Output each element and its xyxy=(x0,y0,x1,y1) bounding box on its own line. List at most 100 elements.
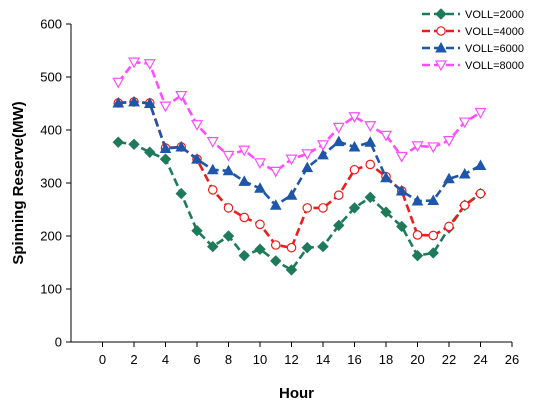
data-point xyxy=(159,153,172,165)
data-point xyxy=(317,148,329,160)
data-point xyxy=(458,117,471,129)
data-point xyxy=(143,59,156,70)
series-line xyxy=(118,100,482,207)
data-point xyxy=(458,167,471,179)
legend-item: VOLL=8000 xyxy=(422,60,524,72)
data-point xyxy=(223,203,234,213)
data-point xyxy=(128,95,140,107)
x-axis-ticks: 0 2 4 6 8 10 12 14 16 18 20 22 24 26 xyxy=(99,342,519,367)
x-tick-label: 4 xyxy=(162,352,169,367)
x-tick-label: 18 xyxy=(379,352,393,367)
data-point xyxy=(238,249,250,262)
data-point xyxy=(301,241,313,254)
data-point xyxy=(255,219,265,230)
data-point xyxy=(475,188,486,199)
data-point xyxy=(254,243,266,255)
data-point xyxy=(128,138,140,151)
legend-item: VOLL=4000 xyxy=(422,26,524,38)
data-point xyxy=(427,194,440,205)
data-point xyxy=(435,41,447,53)
data-point xyxy=(285,264,298,276)
data-point xyxy=(444,221,454,232)
x-tick-label: 26 xyxy=(505,352,519,367)
y-tick-label: 100 xyxy=(40,282,62,297)
x-tick-label: 2 xyxy=(130,352,137,367)
data-point xyxy=(207,185,218,195)
data-point xyxy=(333,219,345,232)
data-point xyxy=(317,240,329,253)
data-point xyxy=(411,194,424,206)
data-point xyxy=(364,121,377,132)
data-point xyxy=(206,163,219,175)
y-axis-ticks: 0 100 200 300 400 500 600 xyxy=(40,17,71,350)
legend-label: VOLL=2000 xyxy=(465,9,524,21)
x-tick-label: 22 xyxy=(442,352,456,367)
data-point xyxy=(380,206,392,218)
data-point xyxy=(159,101,172,113)
data-point xyxy=(222,150,235,162)
x-tick-label: 16 xyxy=(347,352,361,367)
series-2 xyxy=(113,97,486,253)
y-tick-label: 400 xyxy=(40,123,62,138)
data-point xyxy=(379,130,393,142)
data-point xyxy=(365,159,376,170)
legend-label: VOLL=6000 xyxy=(465,43,524,55)
data-point xyxy=(222,164,235,176)
y-tick-label: 500 xyxy=(40,70,62,85)
data-point xyxy=(144,146,156,158)
x-tick-label: 12 xyxy=(284,352,298,367)
y-tick-label: 300 xyxy=(40,176,62,191)
data-point xyxy=(269,166,282,178)
x-tick-label: 8 xyxy=(225,352,232,367)
x-tick-label: 14 xyxy=(316,352,330,367)
data-point xyxy=(191,153,203,164)
data-point xyxy=(459,200,470,211)
legend: VOLL=2000 VOLL=4000 VOLL=6000 VOLL=8000 xyxy=(422,8,524,72)
data-point xyxy=(175,140,188,152)
x-tick-label: 0 xyxy=(99,352,106,367)
series-3 xyxy=(112,95,487,210)
data-point xyxy=(348,140,361,152)
data-point xyxy=(112,96,125,108)
data-point xyxy=(316,140,330,152)
data-point xyxy=(332,122,345,134)
data-point xyxy=(270,255,282,267)
data-point xyxy=(333,190,344,200)
data-point xyxy=(349,164,360,175)
data-point xyxy=(159,142,172,154)
data-point xyxy=(112,136,124,148)
data-point xyxy=(301,149,314,161)
x-tick-label: 24 xyxy=(473,352,487,367)
data-point xyxy=(143,97,156,108)
data-point xyxy=(380,171,392,183)
data-point xyxy=(269,199,282,210)
data-point xyxy=(175,187,187,200)
data-point xyxy=(395,184,408,196)
y-tick-label: 200 xyxy=(40,229,62,244)
series-line xyxy=(117,60,482,173)
data-point xyxy=(301,161,314,173)
y-tick-label: 0 xyxy=(55,335,62,350)
series-layer xyxy=(112,57,487,276)
data-point xyxy=(285,154,298,166)
data-point xyxy=(348,112,361,123)
data-point xyxy=(127,57,141,69)
data-point xyxy=(412,230,423,240)
data-point xyxy=(238,145,251,157)
data-point xyxy=(427,247,439,259)
data-point xyxy=(474,159,487,171)
legend-label: VOLL=4000 xyxy=(465,26,524,38)
data-point xyxy=(411,249,424,262)
series-4 xyxy=(112,57,487,178)
data-point xyxy=(332,135,345,147)
data-point xyxy=(286,242,297,253)
data-point xyxy=(175,90,188,102)
data-point xyxy=(239,212,250,223)
data-point xyxy=(364,136,377,147)
data-point xyxy=(254,182,266,193)
data-point xyxy=(348,202,361,214)
data-point xyxy=(474,107,487,119)
data-point xyxy=(364,191,376,204)
data-point xyxy=(112,77,125,89)
